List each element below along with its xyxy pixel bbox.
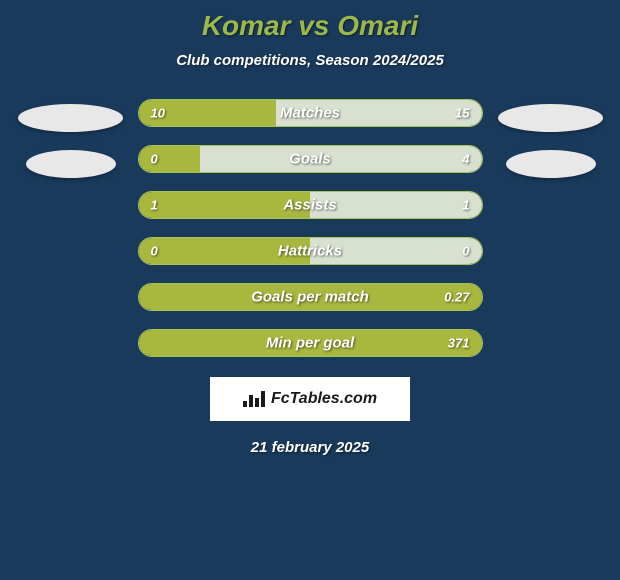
stat-value-left: 1	[151, 198, 158, 213]
stat-bar: Goals per match 0.27	[138, 283, 483, 311]
stat-value-right: 0	[462, 244, 469, 259]
stats-area: 10Matches150Goals41Assists10Hattricks0Go…	[0, 99, 620, 357]
comparison-panel: Komar vs Omari Club competitions, Season…	[0, 0, 620, 456]
avatar	[18, 104, 123, 132]
logo-text: FcTables.com	[271, 390, 377, 408]
stat-bar: 0 Goals 4	[138, 145, 483, 173]
bar-fill-left	[139, 146, 201, 172]
page-title: Komar vs Omari	[0, 10, 620, 42]
avatar-column-left	[18, 99, 123, 178]
avatar	[26, 150, 116, 178]
stat-label: Hattricks	[278, 243, 342, 260]
stat-label: Assists	[283, 197, 336, 214]
stat-value-right: 15	[455, 106, 469, 121]
stat-value-left: 0	[151, 244, 158, 259]
stat-value-right: 4	[462, 152, 469, 167]
page-subtitle: Club competitions, Season 2024/2025	[0, 52, 620, 69]
avatar-column-right	[498, 99, 603, 178]
date-label: 21 february 2025	[0, 439, 620, 456]
stat-label: Matches	[280, 105, 340, 122]
avatar	[498, 104, 603, 132]
stat-label: Goals	[289, 151, 331, 168]
stat-bar: Min per goal 371	[138, 329, 483, 357]
stat-value-left: 10	[151, 106, 165, 121]
stat-value-right: 371	[448, 336, 470, 351]
stat-bar: 0 Hattricks 0	[138, 237, 483, 265]
stat-bar: 10 Matches 15	[138, 99, 483, 127]
stat-bar: 1 Assists 1	[138, 191, 483, 219]
stat-value-right: 0.27	[444, 290, 469, 305]
stat-label: Goals per match	[251, 289, 369, 306]
stat-value-left: 0	[151, 152, 158, 167]
logo-box: FcTables.com	[210, 377, 410, 421]
bars-icon	[243, 391, 265, 407]
bar-fill-right	[200, 146, 481, 172]
stat-value-right: 1	[462, 198, 469, 213]
stat-label: Min per goal	[266, 335, 354, 352]
avatar	[506, 150, 596, 178]
stat-bars: 10Matches150Goals41Assists10Hattricks0Go…	[138, 99, 483, 357]
